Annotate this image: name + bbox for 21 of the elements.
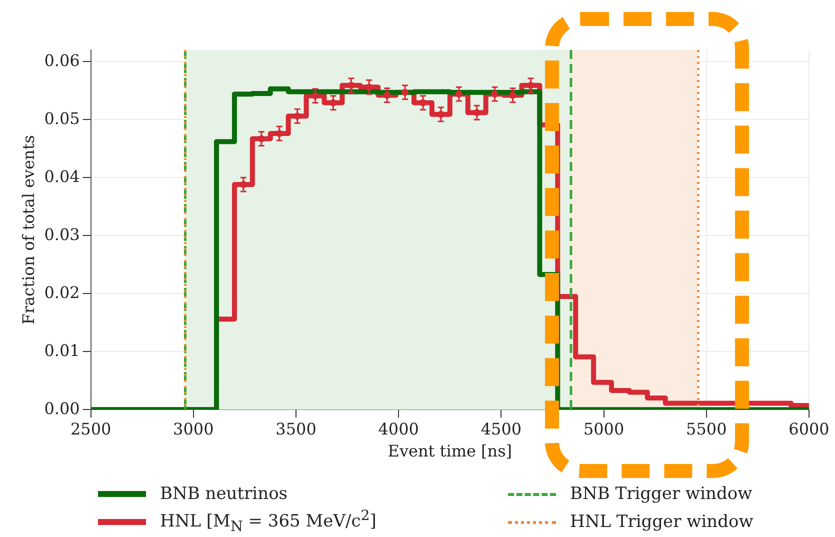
x-tick-label: 3000 [173, 419, 214, 438]
y-tick-label: 0.02 [44, 282, 80, 302]
legend-label: BNB Trigger window [570, 484, 752, 504]
x-tick-label: 4000 [378, 419, 419, 438]
y-axis-title: Fraction of total events [18, 134, 38, 325]
legend-label: HNL [M$_{N}$ = 365 MeV/c$^{2}$] [160, 508, 376, 536]
x-tick-label: 2500 [70, 419, 112, 438]
x-axis-title: Event time [ns] [388, 442, 512, 461]
x-tick-label: 6000 [788, 419, 830, 438]
x-tick-label: 5000 [583, 419, 624, 438]
y-tick-label: 0.00 [44, 398, 80, 418]
x-tick-label: 4500 [480, 419, 522, 438]
y-tick-label: 0.06 [44, 50, 80, 70]
legend-label: HNL Trigger window [570, 512, 754, 532]
legend-label: BNB neutrinos [160, 484, 288, 504]
y-tick-label: 0.05 [44, 108, 80, 128]
x-tick-label: 3500 [276, 419, 316, 438]
y-tick-label: 0.04 [44, 166, 80, 186]
y-tick-label: 0.01 [44, 340, 80, 360]
y-tick-label: 0.03 [44, 224, 80, 244]
x-tick-label: 5500 [686, 419, 727, 438]
